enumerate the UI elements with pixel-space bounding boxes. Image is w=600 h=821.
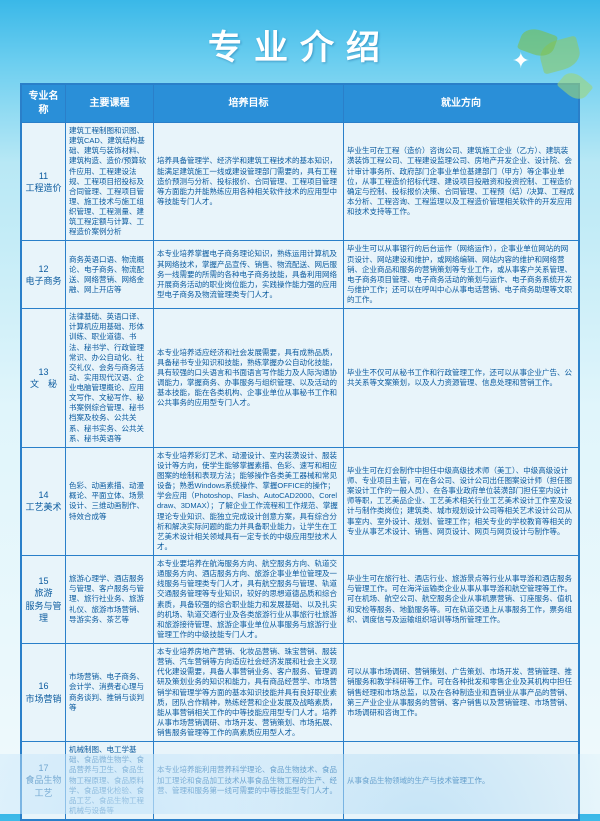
- cell-goal: 本专业培养能利用营养科学理论、食品生物技术、食品加工理论和食品加工技术从事食品生…: [154, 742, 344, 820]
- cell-major-name: 13文 秘: [22, 309, 66, 448]
- cell-goal: 本专业培养房地产营销、化妆品营销、珠宝营销、服装营销、汽车营销等方向适应社会经济…: [154, 644, 344, 742]
- cell-courses: 色彩、动画素描、动漫概论、平面立体、场景设计、三维动画制作、特效合成等: [66, 447, 154, 555]
- cell-courses: 市场营销、电子商务、会计学、消费者心理与商务谈判、推销与谈判等: [66, 644, 154, 742]
- cell-goal: 本专业要培养在航海服务方向、航空服务方向、轨道交通服务方向、酒店服务方向、旅游企…: [154, 556, 344, 644]
- cell-goal: 培养具备管理学、经济学和建筑工程技术的基本知识，能满足建筑施工一线或建设管理部门…: [154, 123, 344, 241]
- page-title: 专业介绍: [0, 0, 600, 83]
- cell-major-name: 16市场营销: [22, 644, 66, 742]
- th-goal: 培养目标: [154, 85, 344, 123]
- cell-courses: 旅游心理学、酒店服务与管理、客户服务与管理、旅行社业务、旅游礼仪、旅游市场营销、…: [66, 556, 154, 644]
- cell-career: 毕业生不仅可从秘书工作和行政管理工作，还可以从事企业广告、公共关系等文案策划，以…: [344, 309, 579, 448]
- cell-major-name: 15旅游服务与管理: [22, 556, 66, 644]
- cell-career: 毕业生可在工程（造价）咨询公司、建筑施工企业（乙方）、建筑装潢装饰工程公司、工程…: [344, 123, 579, 241]
- cell-major-name: 17食品生物工艺: [22, 742, 66, 820]
- table-row: 13文 秘法律基础、英语口译、计算机应用基础、形体训练、职业道德、书法、秘书学、…: [22, 309, 579, 448]
- cell-major-name: 12电子商务: [22, 241, 66, 309]
- cell-career: 毕业生可在灯会制作中担任中级高级技术师（美工）、中级高级设计师、专业项目主管，可…: [344, 447, 579, 555]
- majors-table: 专业名称 主要课程 培养目标 就业方向 11工程造价建筑工程制图和识图、建筑CA…: [21, 84, 579, 820]
- cell-career: 毕业生可在旅行社、酒店行业、旅游景点等行业从事导游和酒店服务与管理工作。可在海洋…: [344, 556, 579, 644]
- cell-goal: 本专业培养掌握电子商务理论知识，熟练运用计算机及其网络技术，掌握产品宣传、销售、…: [154, 241, 344, 309]
- cell-goal: 本专业培养彩灯艺术、动漫设计、室内装潢设计、服装设计等方向，使学生能够掌握素描、…: [154, 447, 344, 555]
- majors-table-wrap: 专业名称 主要课程 培养目标 就业方向 11工程造价建筑工程制图和识图、建筑CA…: [20, 83, 580, 821]
- th-courses: 主要课程: [66, 85, 154, 123]
- table-header-row: 专业名称 主要课程 培养目标 就业方向: [22, 85, 579, 123]
- cell-career: 毕业生可以从事银行的后台运作（网络运作），企事业单位网站的网页设计、网站建设和维…: [344, 241, 579, 309]
- th-name: 专业名称: [22, 85, 66, 123]
- table-row: 12电子商务商务英语口语、物流概论、电子商务、物流配送、网络营销、网络金融、网上…: [22, 241, 579, 309]
- th-career: 就业方向: [344, 85, 579, 123]
- table-row: 11工程造价建筑工程制图和识图、建筑CAD、建筑结构基础、建筑与装饰材料、建筑构…: [22, 123, 579, 241]
- table-row: 15旅游服务与管理旅游心理学、酒店服务与管理、客户服务与管理、旅行社业务、旅游礼…: [22, 556, 579, 644]
- cell-major-name: 11工程造价: [22, 123, 66, 241]
- cell-courses: 建筑工程制图和识图、建筑CAD、建筑结构基础、建筑与装饰材料、建筑构造、造价/预…: [66, 123, 154, 241]
- table-row: 16市场营销市场营销、电子商务、会计学、消费者心理与商务谈判、推销与谈判等本专业…: [22, 644, 579, 742]
- cell-courses: 机械制图、电工学基础、食品微生物学、食品营养与卫生、食品生物工程原理、食品原料学…: [66, 742, 154, 820]
- table-row: 17食品生物工艺机械制图、电工学基础、食品微生物学、食品营养与卫生、食品生物工程…: [22, 742, 579, 820]
- cell-major-name: 14工艺美术: [22, 447, 66, 555]
- star-deco: ✦: [512, 48, 530, 74]
- cell-courses: 法律基础、英语口译、计算机应用基础、形体训练、职业道德、书法、秘书学、行政管理常…: [66, 309, 154, 448]
- cell-career: 从事食品生物领域的生产与技术管理工作。: [344, 742, 579, 820]
- cell-career: 可以从事市场调研、营销策划、广告策划、市场开发、营销管理、推销服务和教学科研等工…: [344, 644, 579, 742]
- cell-courses: 商务英语口语、物流概论、电子商务、物流配送、网络营销、网络金融、网上开店等: [66, 241, 154, 309]
- table-row: 14工艺美术色彩、动画素描、动漫概论、平面立体、场景设计、三维动画制作、特效合成…: [22, 447, 579, 555]
- cell-goal: 本专业培养适应经济和社会发展需要，具有成熟品质，具备秘书专业知识和技能，熟练掌握…: [154, 309, 344, 448]
